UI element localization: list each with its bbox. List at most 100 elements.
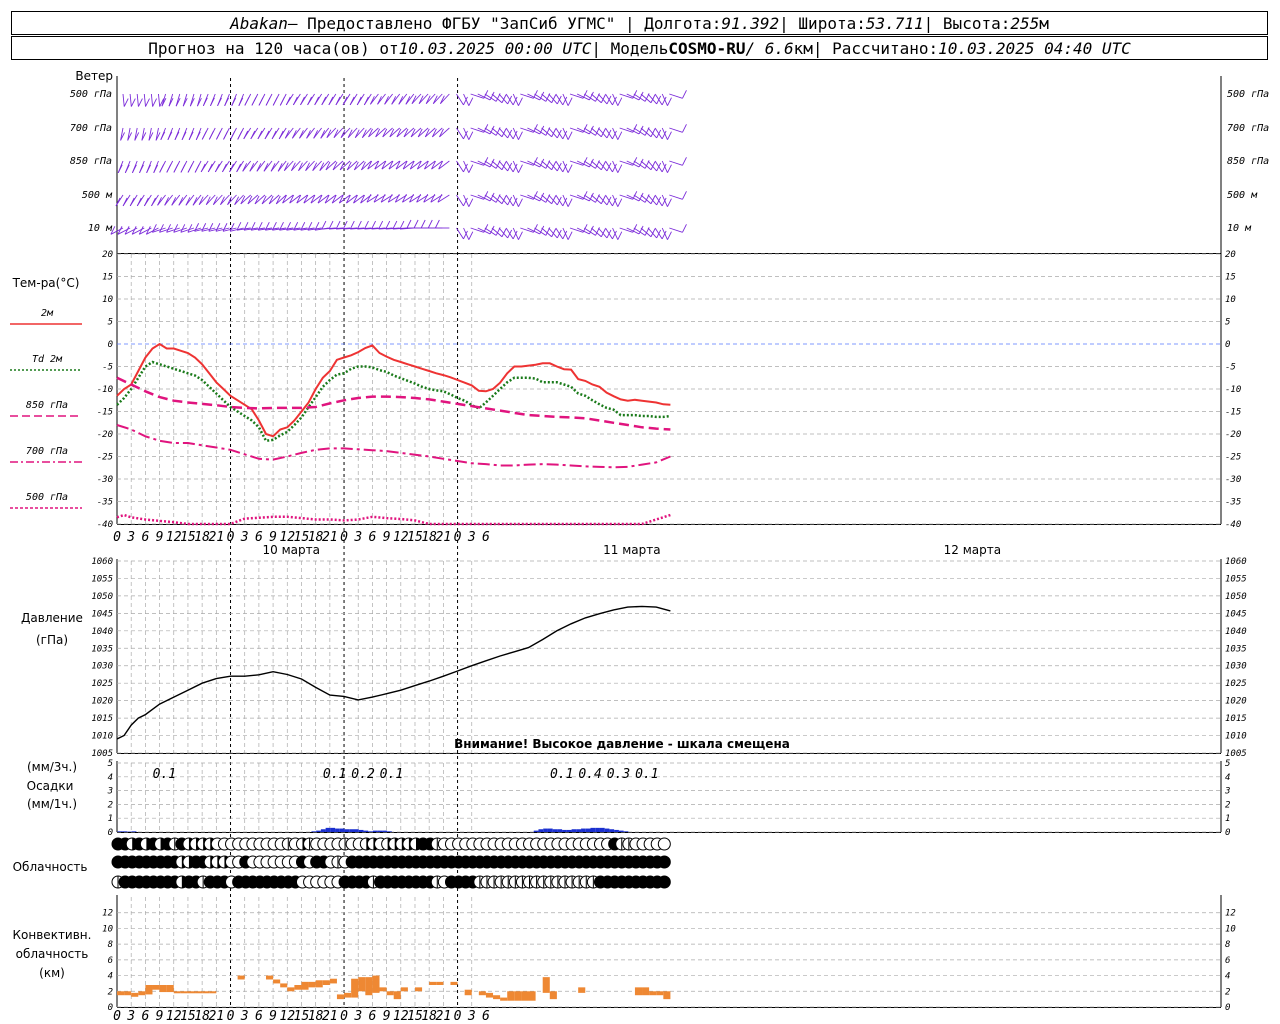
conv-bar-4 bbox=[145, 985, 153, 995]
wind-barb-1-65 bbox=[583, 127, 596, 136]
pres-tick-left-5: 1035 bbox=[91, 644, 113, 654]
precip-bar-12 bbox=[349, 829, 354, 832]
wind-barb-2-43 bbox=[417, 160, 429, 170]
wind-barb-2-61 bbox=[555, 160, 564, 173]
wind-barb-0-56 bbox=[520, 93, 534, 99]
wind-feather-0-57 bbox=[539, 91, 545, 101]
temp-tick-right-9: -25 bbox=[1225, 453, 1241, 463]
wind-barb-4-58 bbox=[534, 227, 547, 236]
temp-line-4 bbox=[116, 513, 671, 526]
wind-barb-3-26 bbox=[296, 194, 308, 204]
pres-tick-left-9: 1015 bbox=[91, 714, 113, 724]
wind-barb-0-71 bbox=[626, 93, 640, 101]
wind-feather-0-73 bbox=[650, 94, 656, 103]
precip-bar-7 bbox=[325, 827, 331, 832]
wind-feather-3-15 bbox=[220, 196, 225, 205]
precip-bar-17 bbox=[372, 830, 378, 832]
wind-feather-3-17 bbox=[234, 196, 240, 205]
wind-barb-4-47 bbox=[456, 227, 464, 240]
wind-feather-0-24 bbox=[285, 96, 291, 106]
wind-feather-0-1 bbox=[130, 98, 136, 107]
temp-tick-left-3: 5 bbox=[108, 318, 113, 328]
temp-tick-left-6: -10 bbox=[97, 385, 113, 395]
pres-tick-left-0: 1060 bbox=[91, 557, 113, 567]
wind-feather-2-14 bbox=[214, 163, 220, 173]
conv-tick-left-3: 6 bbox=[108, 956, 113, 966]
time-tick-bottom-26: 6 bbox=[482, 1009, 490, 1024]
pres-tick-left-2: 1050 bbox=[91, 592, 113, 602]
wind-barb-4-52 bbox=[491, 227, 503, 238]
wind-barb-3-12 bbox=[198, 194, 209, 205]
wind-feather-0-28 bbox=[314, 96, 320, 106]
header-line-2: Прогноз на 120 часа(ов) от 10.03.2025 00… bbox=[11, 36, 1268, 60]
conv-bar-57 bbox=[521, 991, 529, 1001]
wind-feather-3-35 bbox=[360, 194, 366, 204]
wind-feather-0-39 bbox=[391, 96, 397, 105]
time-tick-bottom-23: 21 bbox=[436, 1009, 452, 1024]
wind-feather-2-13 bbox=[207, 163, 213, 173]
wind-feather-4-10 bbox=[180, 224, 186, 233]
wind-barb-4-13 bbox=[201, 227, 216, 232]
wind-barb-0-68 bbox=[605, 93, 613, 106]
wind-feather-0-2 bbox=[138, 98, 143, 107]
wind-feather-1-33 bbox=[347, 129, 353, 138]
precip-bar-20 bbox=[387, 831, 392, 832]
wind-feather-3-0 bbox=[115, 197, 121, 207]
wind-feather-4-77 bbox=[682, 224, 687, 233]
wind-barb-2-68 bbox=[605, 160, 613, 173]
precip-bars bbox=[117, 827, 629, 832]
wind-barb-4-70 bbox=[619, 227, 633, 233]
conv-bar-17 bbox=[237, 975, 245, 980]
wind-barb-4-14 bbox=[208, 227, 223, 232]
wind-barb-3-50 bbox=[477, 194, 491, 202]
precip-bar-23 bbox=[543, 828, 548, 832]
wind-barb-0-59 bbox=[541, 93, 552, 104]
wind-feather-2-44 bbox=[424, 160, 429, 170]
wind-barb-0-5 bbox=[158, 93, 161, 107]
temp-tick-right-12: -40 bbox=[1225, 520, 1241, 530]
wind-level-right-1: 700 гПа bbox=[1227, 123, 1269, 134]
temp-tick-right-11: -35 bbox=[1225, 498, 1241, 508]
wind-barb-4-12 bbox=[194, 227, 209, 232]
wind-barb-2-56 bbox=[520, 160, 534, 166]
wind-barb-2-31 bbox=[332, 160, 344, 171]
wind-barb-0-45 bbox=[432, 93, 443, 104]
wind-barb-0-53 bbox=[498, 93, 508, 105]
wind-barb-1-71 bbox=[626, 127, 640, 135]
wind-barb-4-9 bbox=[173, 227, 187, 233]
wind-barb-2-59 bbox=[541, 160, 552, 171]
pres-tick-right-9: 1015 bbox=[1225, 714, 1247, 724]
wind-barb-4-8 bbox=[166, 227, 180, 233]
wind-barb-3-38 bbox=[380, 194, 393, 203]
wind-feather-4-41 bbox=[399, 220, 405, 230]
wind-feather-0-62 bbox=[567, 97, 573, 106]
conv-bar-29 bbox=[322, 980, 330, 985]
wind-feather-0-13 bbox=[210, 97, 215, 107]
wind-feather-3-3 bbox=[136, 197, 142, 207]
wind-barb-4-11 bbox=[187, 227, 202, 233]
wind-feather-2-73 bbox=[650, 161, 656, 170]
wind-barb-2-71 bbox=[626, 160, 640, 168]
precip-label-0: 0.1 bbox=[153, 767, 176, 782]
wind-barb-3-54 bbox=[505, 194, 514, 207]
calc-time: 10.03.2025 04:40 UTC bbox=[938, 38, 1131, 58]
wind-barb-4-72 bbox=[633, 227, 646, 236]
wind-barb-1-73 bbox=[640, 127, 652, 138]
wind-feather-1-16 bbox=[230, 131, 236, 140]
wind-feather-3-39 bbox=[387, 194, 393, 203]
precip-bar-33 bbox=[590, 827, 596, 832]
wind-barb-1-45 bbox=[432, 127, 443, 138]
wind-feather-3-4 bbox=[143, 197, 149, 207]
wind-barb-0-3 bbox=[143, 93, 146, 107]
time-tick-top-1: 3 bbox=[126, 530, 135, 545]
wind-feather-2-20 bbox=[256, 163, 262, 172]
wind-feather-4-69 bbox=[617, 231, 623, 240]
wind-feather-1-52 bbox=[501, 128, 507, 137]
precip-bar-24 bbox=[547, 828, 553, 832]
wind-barb-0-43 bbox=[418, 93, 429, 104]
wind-barb-2-44 bbox=[424, 160, 436, 170]
wind-title: Ветер bbox=[75, 69, 113, 83]
wind-barb-4-77 bbox=[669, 227, 683, 233]
wind-barb-2-30 bbox=[325, 160, 337, 171]
wind-feather-2-6 bbox=[159, 164, 165, 173]
